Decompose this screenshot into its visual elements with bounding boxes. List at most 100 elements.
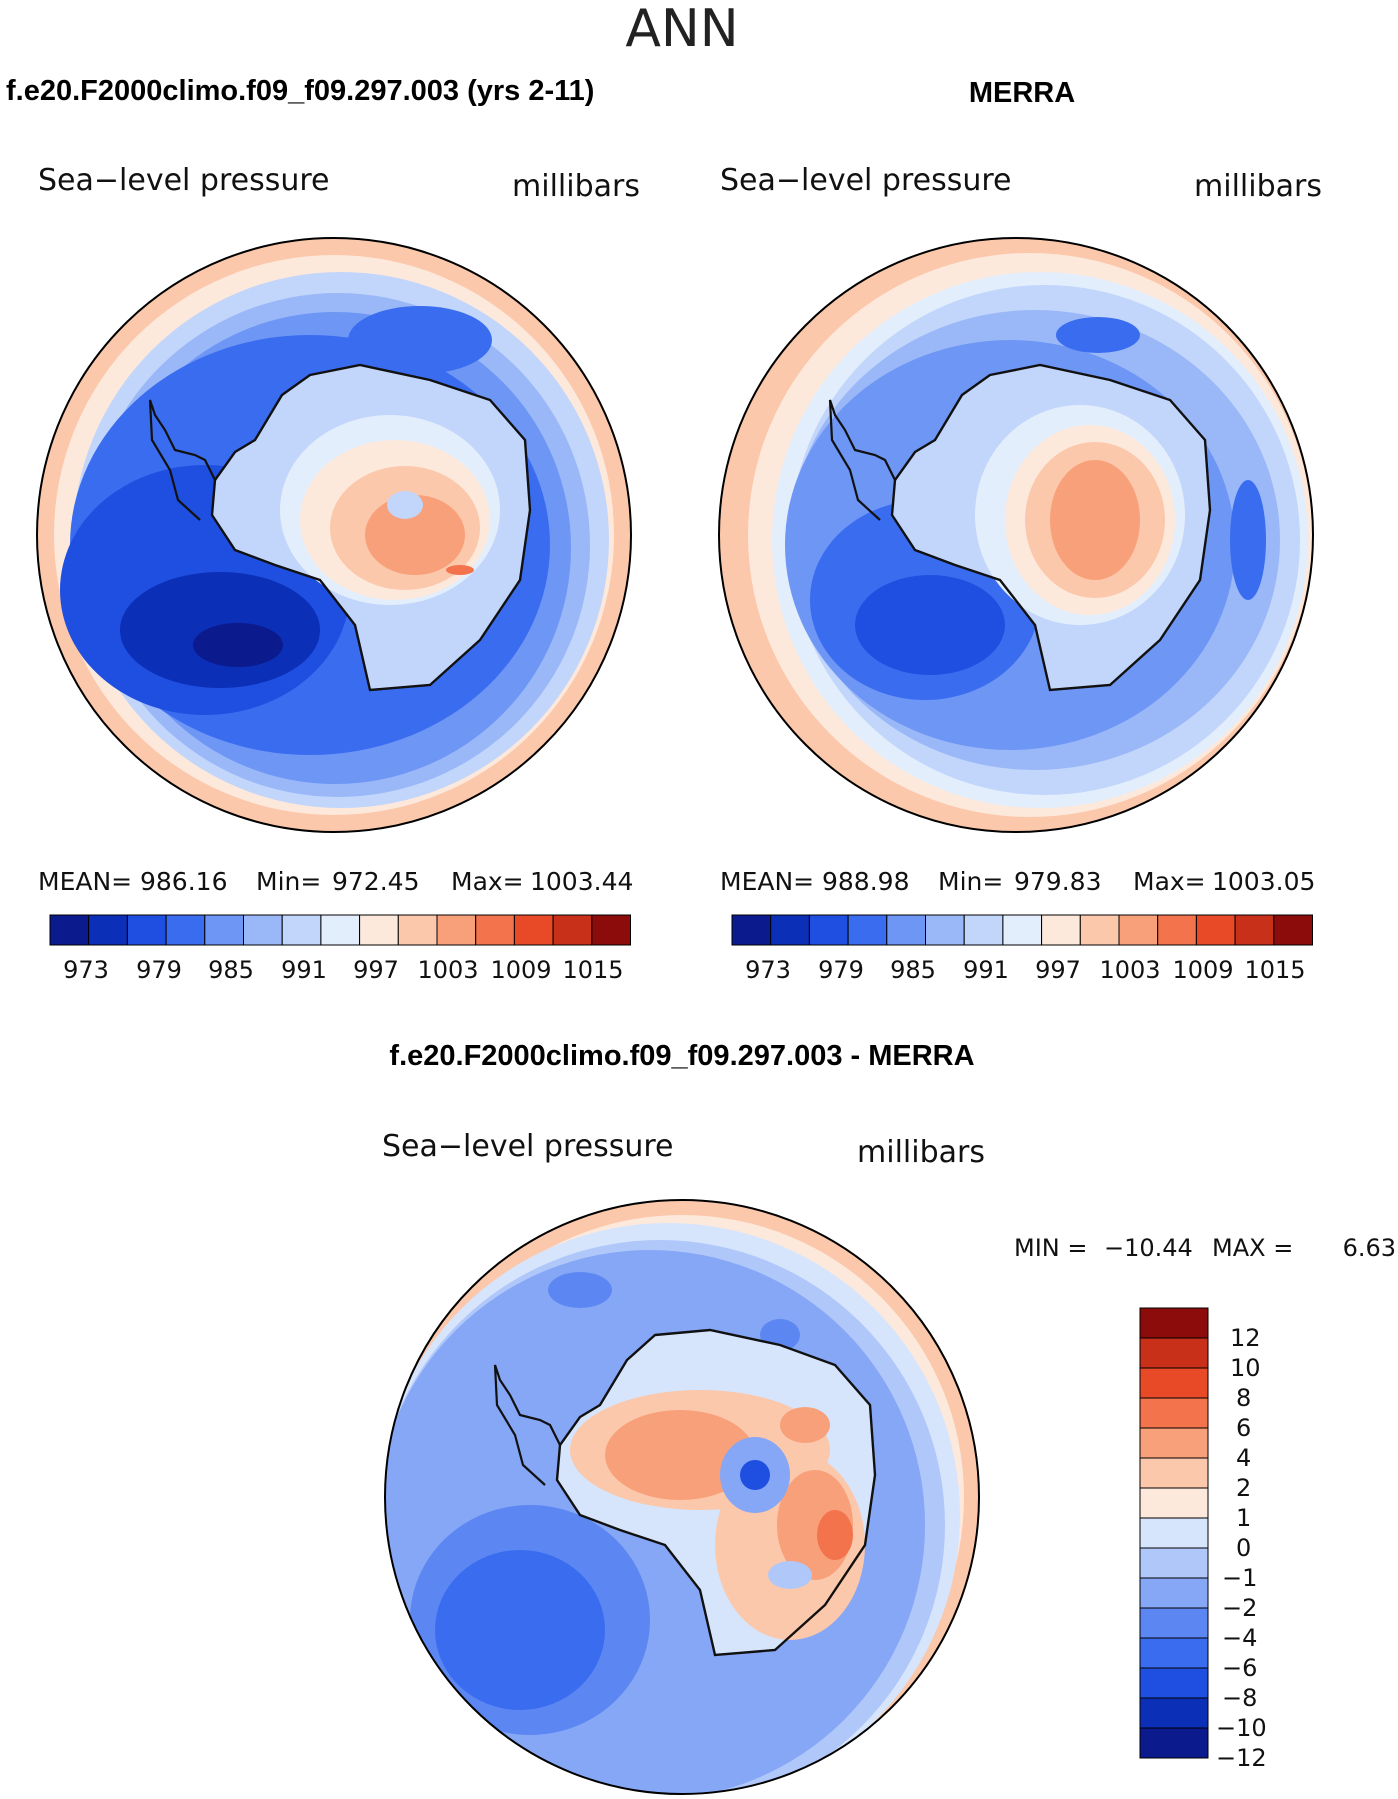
diff-cbar-label: 0 xyxy=(1236,1534,1251,1562)
obs-cbar-label: 991 xyxy=(963,956,1009,984)
diff-low-2 xyxy=(435,1550,605,1710)
model-low-ne xyxy=(348,306,492,374)
obs-heading: MERRA xyxy=(969,77,1075,109)
diff-cbar-label: 4 xyxy=(1236,1444,1251,1472)
diff-cbar-label: 6 xyxy=(1236,1414,1251,1442)
model-panel: f.e20.F2000climo.f09_f09.297.003 (yrs 2-… xyxy=(6,75,640,984)
colorbar-swatch xyxy=(1139,1457,1209,1489)
diff-variable-label: Sea−level pressure xyxy=(382,1129,673,1164)
model-plateau-6 xyxy=(387,491,423,519)
obs-map xyxy=(719,238,1313,832)
obs-stats: MEAN= 988.98 Min= 979.83 Max= 1003.05 xyxy=(720,867,1315,896)
model-min-label: Min= xyxy=(256,867,321,896)
model-variable-label: Sea−level pressure xyxy=(38,163,329,198)
obs-cbar-label: 1003 xyxy=(1099,956,1160,984)
model-colorbar xyxy=(49,914,631,946)
obs-units-label: millibars xyxy=(1194,169,1322,204)
diff-cbar-label: −6 xyxy=(1222,1654,1257,1682)
colorbar-swatch xyxy=(1139,1397,1209,1429)
diff-pos-5 xyxy=(817,1510,853,1560)
obs-panel: MERRA Sea−level pressure millibars MEAN=… xyxy=(718,77,1322,984)
model-cbar-label: 1009 xyxy=(490,956,551,984)
diff-min-label: MIN = xyxy=(1014,1234,1087,1262)
colorbar-swatch xyxy=(165,914,206,946)
model-low-core xyxy=(193,623,283,667)
diff-cbar-label: 12 xyxy=(1230,1324,1261,1352)
figure-title: ANN xyxy=(625,0,738,59)
colorbar-swatch xyxy=(1118,914,1159,946)
diff-neg-2 xyxy=(740,1460,770,1490)
colorbar-swatch xyxy=(1273,914,1314,946)
colorbar-swatch xyxy=(397,914,438,946)
diff-cbar-label: −4 xyxy=(1222,1624,1257,1652)
colorbar-swatch xyxy=(1041,914,1081,946)
model-mean-value: 986.16 xyxy=(140,867,227,896)
obs-cbar-label: 979 xyxy=(818,956,864,984)
colorbar-swatch xyxy=(320,914,361,946)
diff-low-3 xyxy=(548,1272,612,1308)
model-stats: MEAN= 986.16 Min= 972.45 Max= 1003.44 xyxy=(38,867,633,896)
diff-neg-3 xyxy=(768,1561,812,1589)
obs-cbar-label: 1009 xyxy=(1172,956,1233,984)
diff-heading: f.e20.F2000climo.f09_f09.297.003 - MERRA xyxy=(389,1040,974,1072)
colorbar-swatch xyxy=(591,914,631,946)
colorbar-swatch xyxy=(1139,1697,1209,1729)
diff-units-label: millibars xyxy=(857,1135,985,1170)
colorbar-swatch xyxy=(1139,1607,1209,1639)
colorbar-swatch xyxy=(1139,1427,1209,1459)
colorbar-swatch xyxy=(1139,1367,1209,1399)
colorbar-swatch xyxy=(359,914,399,946)
obs-low-core xyxy=(855,575,1005,675)
colorbar-swatch xyxy=(886,914,926,946)
model-cbar-label: 1015 xyxy=(562,956,623,984)
obs-cbar-label: 1015 xyxy=(1244,956,1305,984)
colorbar-swatch xyxy=(1139,1667,1209,1699)
diff-stats: MIN = −10.44 MAX = 6.63 xyxy=(1014,1234,1396,1262)
diff-cbar-label: −8 xyxy=(1222,1684,1257,1712)
diff-cbar-label: −10 xyxy=(1216,1714,1267,1742)
obs-min-value: 979.83 xyxy=(1014,867,1101,896)
diff-cbar-label: −2 xyxy=(1222,1594,1257,1622)
colorbar-swatch xyxy=(1139,1547,1209,1579)
obs-coastline xyxy=(890,363,1212,692)
obs-variable-label: Sea−level pressure xyxy=(720,163,1011,198)
model-map-border xyxy=(36,237,632,833)
model-map xyxy=(37,238,631,832)
colorbar-swatch xyxy=(1079,914,1120,946)
diff-max-value: 6.63 xyxy=(1343,1234,1396,1262)
diff-pos-6 xyxy=(780,1407,830,1443)
obs-low-ne xyxy=(1056,317,1140,353)
obs-min-label: Min= xyxy=(938,867,1003,896)
diff-cbar-label: 10 xyxy=(1230,1354,1261,1382)
model-peninsula-coast xyxy=(148,399,216,521)
diff-panel: f.e20.F2000climo.f09_f09.297.003 - MERRA… xyxy=(382,1040,1396,1795)
colorbar-swatch xyxy=(475,914,515,946)
model-mean-label: MEAN= xyxy=(38,867,132,896)
colorbar-swatch xyxy=(1157,914,1197,946)
diff-map-border xyxy=(384,1199,980,1795)
model-max-value: 1003.44 xyxy=(530,867,633,896)
model-plateau-5 xyxy=(446,565,474,575)
colorbar-swatch xyxy=(1139,1487,1209,1519)
colorbar-swatch xyxy=(847,914,888,946)
obs-plateau-4 xyxy=(1050,460,1140,580)
colorbar-swatch xyxy=(1139,1307,1209,1339)
colorbar-swatch xyxy=(281,914,322,946)
obs-mean-value: 988.98 xyxy=(822,867,909,896)
colorbar-swatch xyxy=(552,914,593,946)
diff-cbar-label: −1 xyxy=(1222,1564,1257,1592)
model-max-label: Max= xyxy=(451,867,524,896)
model-min-value: 972.45 xyxy=(332,867,419,896)
diff-min-value: −10.44 xyxy=(1104,1234,1193,1262)
diff-cbar-label: 8 xyxy=(1236,1384,1251,1412)
model-cbar-label: 985 xyxy=(208,956,254,984)
diff-colorbar-ticks: 12 10 8 6 4 2 1 0 −1 −2 −4 −6 −8 −10 −12 xyxy=(1216,1324,1267,1772)
colorbar-swatch xyxy=(49,914,90,946)
colorbar-swatch xyxy=(1139,1577,1209,1609)
model-coastline xyxy=(210,363,532,692)
diff-coastline xyxy=(555,1328,877,1657)
diff-colorbar xyxy=(1139,1307,1209,1759)
diff-max-label: MAX = xyxy=(1212,1234,1293,1262)
obs-cbar-label: 973 xyxy=(745,956,791,984)
colorbar-swatch xyxy=(731,914,772,946)
